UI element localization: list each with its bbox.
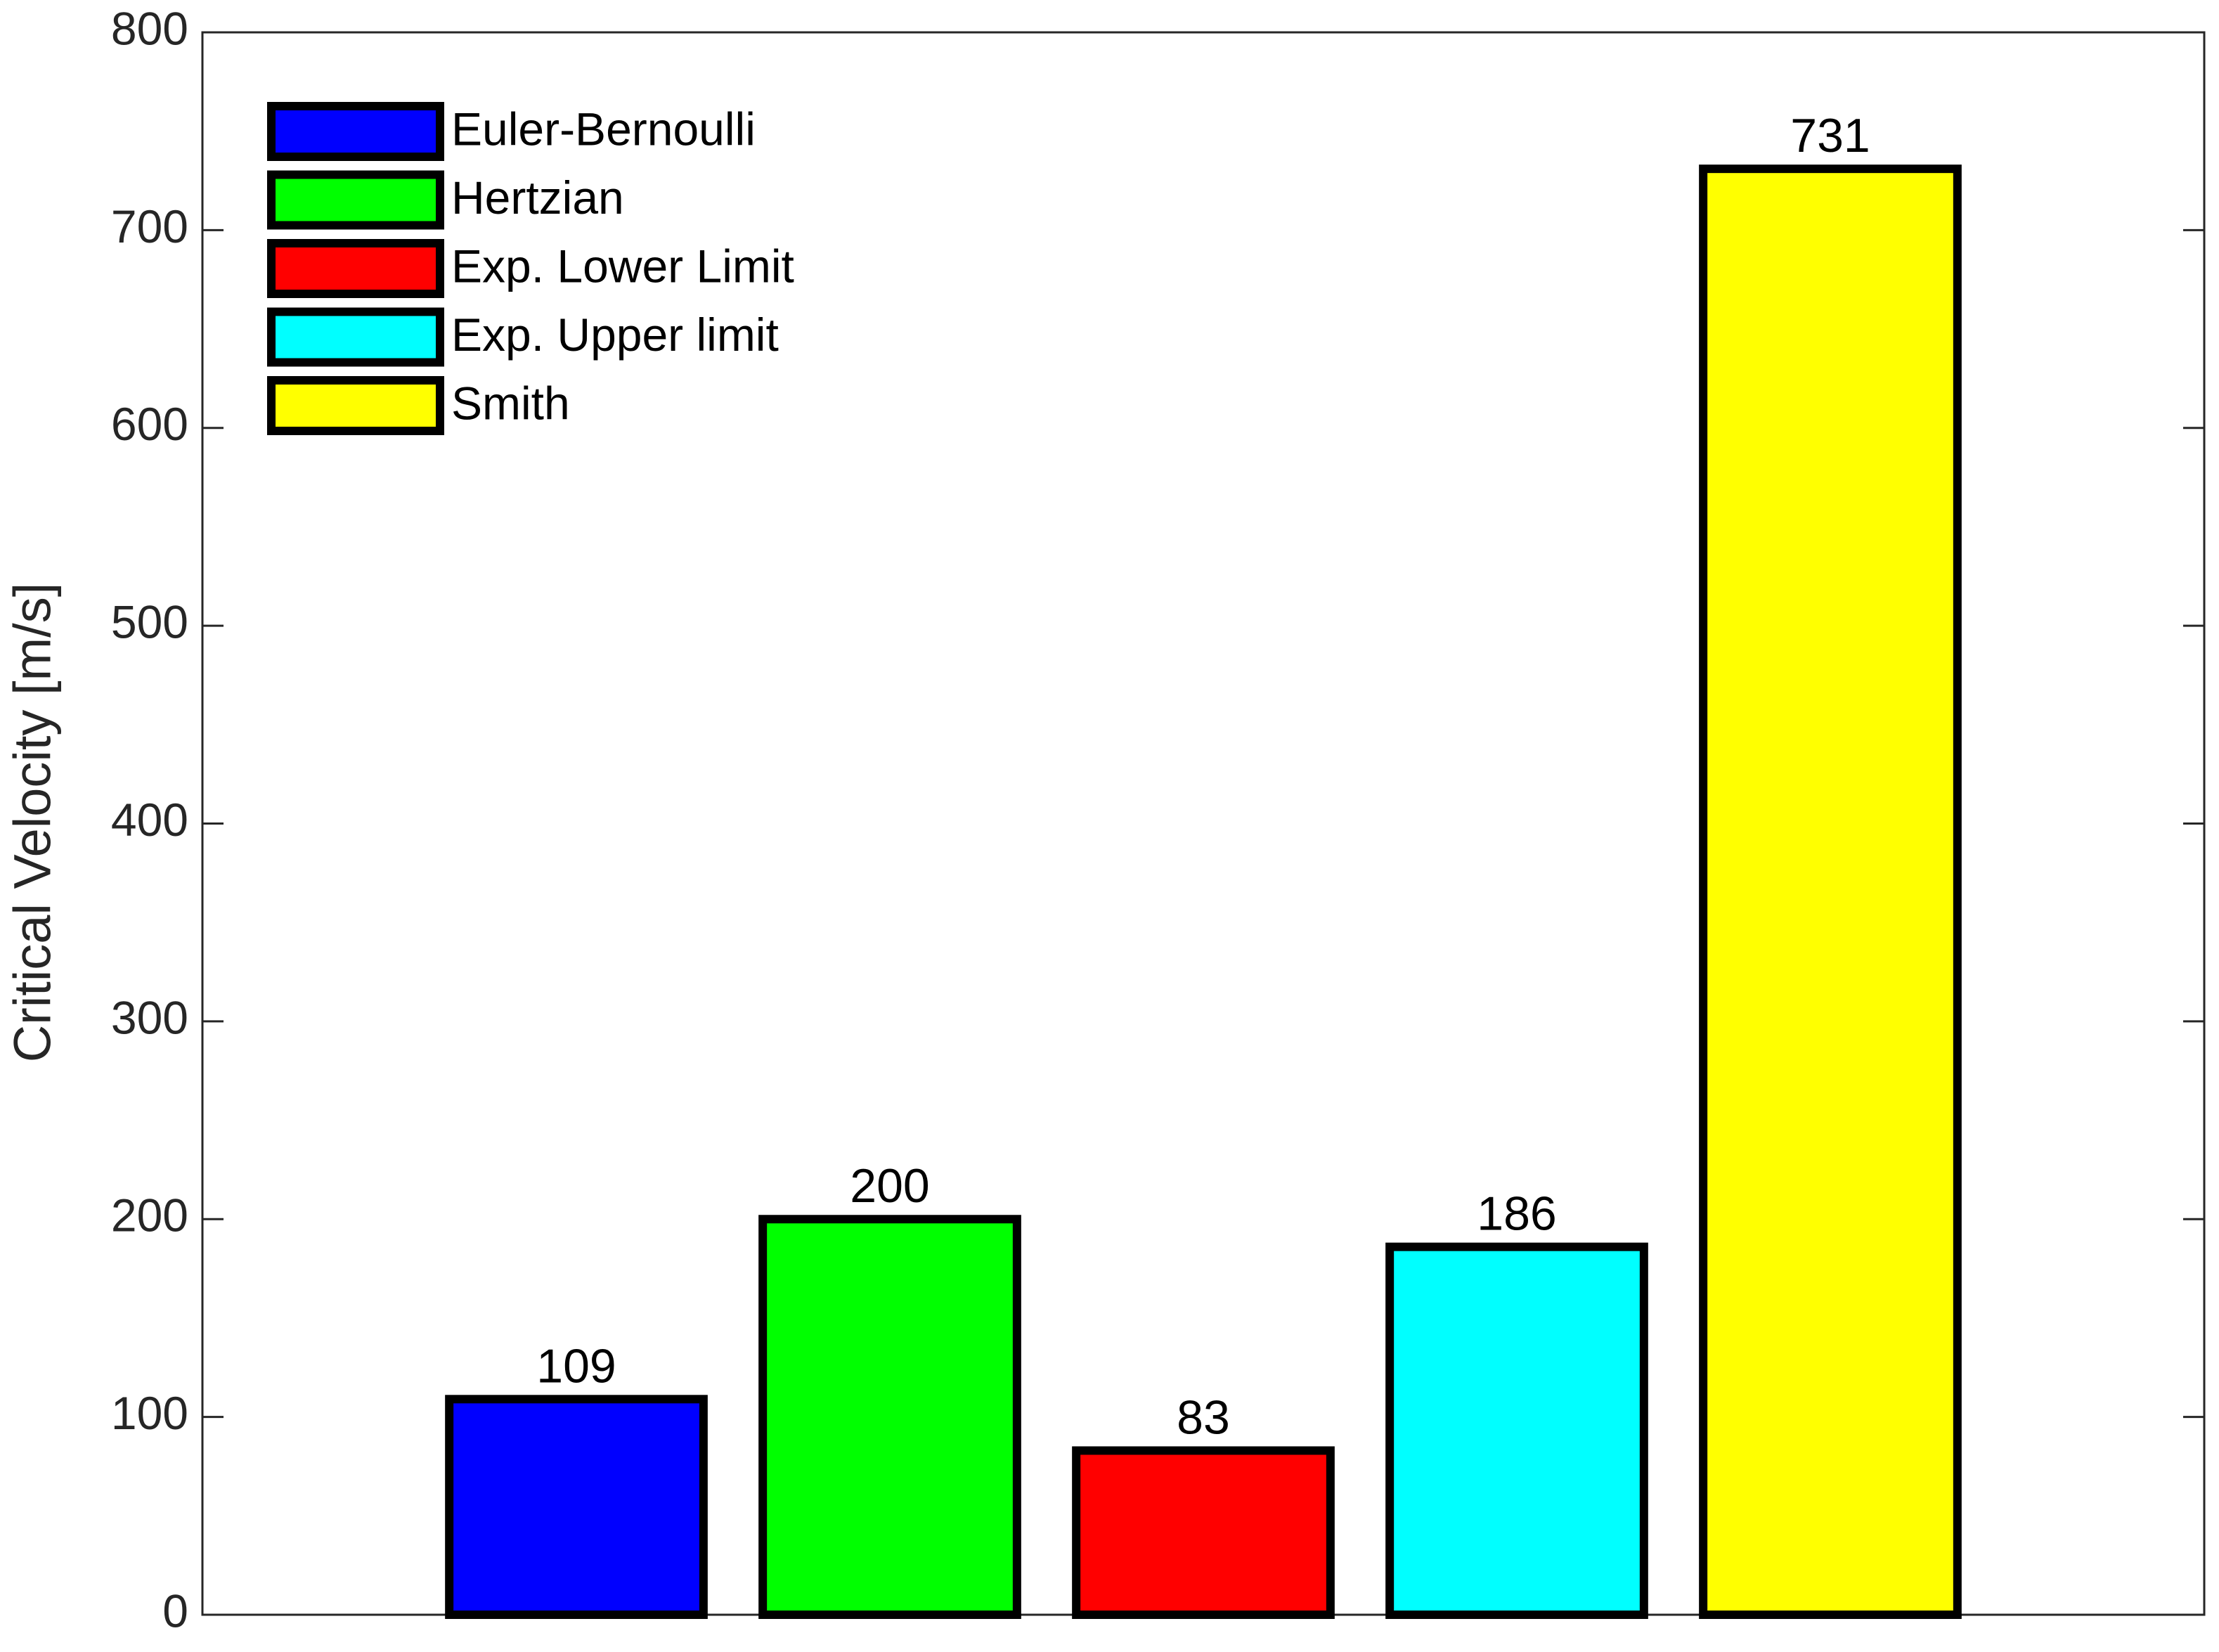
bar — [1699, 164, 1962, 1620]
legend-label: Exp. Lower Limit — [451, 240, 794, 292]
legend-swatch — [267, 170, 444, 230]
y-tick-label: 300 — [111, 991, 188, 1043]
y-tick-label: 500 — [111, 596, 188, 648]
y-tick-label: 0 — [162, 1585, 188, 1637]
legend-swatch — [267, 102, 444, 161]
legend-swatch — [267, 376, 444, 435]
y-tick-label: 200 — [111, 1189, 188, 1241]
y-axis-label: Critical Velocity [m/s] — [4, 583, 62, 1063]
value-label: 83 — [1177, 1390, 1230, 1444]
value-label: 731 — [1790, 109, 1870, 162]
legend-label: Exp. Upper limit — [451, 309, 779, 361]
value-label: 109 — [536, 1339, 616, 1393]
y-tick-label: 400 — [111, 794, 188, 846]
legend-label: Smith — [451, 377, 570, 429]
bar — [1072, 1446, 1335, 1619]
y-tick-label: 700 — [111, 200, 188, 252]
y-tick-label: 800 — [111, 2, 188, 54]
legend-swatch — [267, 307, 444, 367]
legend-label: Euler-Bernoulli — [451, 103, 756, 155]
value-label: 200 — [850, 1159, 929, 1213]
bar — [1385, 1242, 1648, 1619]
value-label: 186 — [1477, 1187, 1556, 1241]
bar — [758, 1215, 1021, 1619]
y-tick-label: 600 — [111, 398, 188, 450]
y-tick-label: 100 — [111, 1387, 188, 1439]
legend-label: Hertzian — [451, 172, 624, 224]
bar — [445, 1395, 708, 1620]
legend-swatch — [267, 239, 444, 298]
